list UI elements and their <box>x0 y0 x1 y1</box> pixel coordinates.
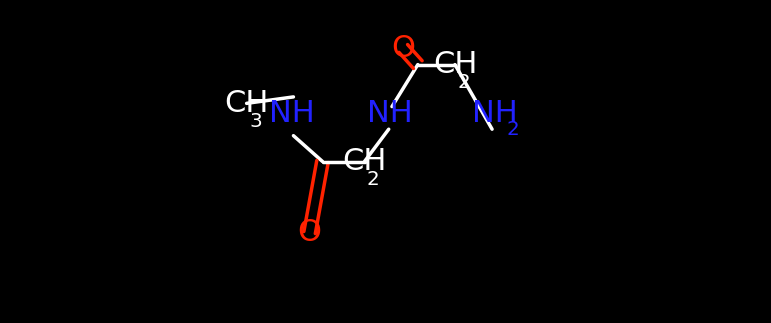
Text: O: O <box>298 218 322 247</box>
Text: CH: CH <box>224 89 269 118</box>
Text: O: O <box>391 34 416 63</box>
Text: NH: NH <box>473 99 518 128</box>
Text: CH: CH <box>342 147 387 176</box>
Text: NH: NH <box>368 99 413 128</box>
Text: NH: NH <box>269 99 315 128</box>
Text: 2: 2 <box>457 73 470 92</box>
Text: CH: CH <box>433 50 477 79</box>
Text: 2: 2 <box>367 170 379 189</box>
Text: 2: 2 <box>507 120 520 139</box>
Text: 3: 3 <box>249 112 261 130</box>
